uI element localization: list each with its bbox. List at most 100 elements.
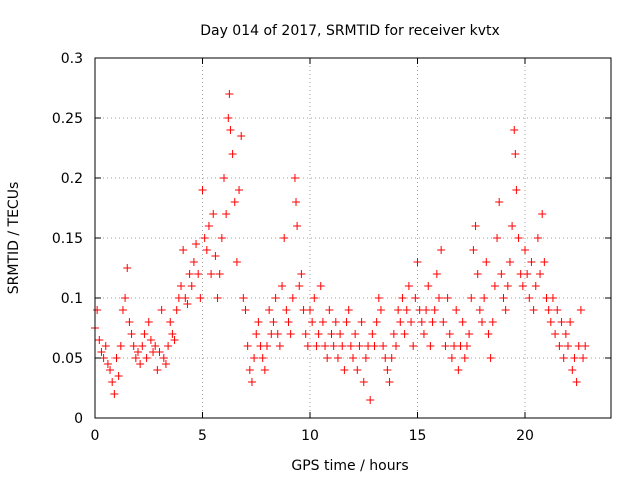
data-point-marker	[383, 366, 392, 374]
data-point-marker	[153, 366, 162, 374]
y-axis-ticks: 0 0.05 0.1 0.15 0.2 0.25 0.3	[52, 51, 611, 427]
data-point-marker	[103, 360, 112, 368]
data-point-marker	[435, 294, 443, 302]
data-point-marker	[211, 252, 220, 260]
data-point-marker	[303, 342, 312, 350]
data-point-marker	[495, 198, 504, 206]
data-point-marker	[252, 330, 261, 338]
data-point-marker	[295, 282, 304, 290]
data-point-marker	[400, 330, 409, 338]
data-point-marker	[333, 354, 342, 362]
data-point-marker	[226, 126, 235, 134]
data-point-marker	[439, 318, 448, 326]
data-point-marker	[342, 318, 351, 326]
data-point-marker	[198, 186, 207, 194]
data-point-marker	[293, 222, 302, 230]
data-point-marker	[207, 270, 216, 278]
data-point-marker	[241, 306, 250, 314]
data-point-marker	[310, 294, 319, 302]
data-point-marker	[301, 330, 310, 338]
data-point-marker	[263, 342, 271, 350]
data-point-marker	[312, 342, 321, 350]
data-point-marker	[129, 342, 138, 350]
data-point-marker	[523, 270, 532, 278]
data-point-marker	[273, 330, 282, 338]
data-point-marker	[540, 258, 549, 266]
data-point-marker	[473, 270, 482, 278]
data-point-marker	[344, 306, 353, 314]
data-point-marker	[245, 366, 254, 374]
data-point-marker	[164, 342, 173, 350]
data-point-marker	[355, 342, 364, 350]
data-point-marker	[202, 246, 211, 254]
data-point-marker	[290, 174, 299, 182]
data-point-marker	[529, 306, 538, 314]
data-point-marker	[417, 318, 426, 326]
data-point-marker	[177, 282, 185, 290]
data-point-marker	[469, 246, 478, 254]
data-point-marker	[555, 342, 564, 350]
data-point-marker	[142, 354, 151, 362]
data-point-marker	[392, 342, 400, 350]
data-point-marker	[548, 294, 557, 302]
data-point-marker	[503, 282, 512, 290]
data-point-marker	[151, 342, 160, 350]
data-point-marker	[430, 306, 439, 314]
data-point-marker	[155, 348, 164, 356]
data-point-marker	[316, 282, 325, 290]
data-point-marker	[93, 306, 102, 314]
data-point-marker	[170, 336, 179, 344]
data-point-marker	[564, 342, 572, 350]
data-point-marker	[288, 294, 297, 302]
data-point-marker	[331, 318, 340, 326]
data-point-marker	[134, 348, 142, 356]
data-point-marker	[181, 294, 190, 302]
data-point-marker	[374, 294, 383, 302]
data-point-marker	[426, 342, 435, 350]
data-point-marker	[220, 174, 228, 182]
data-point-marker	[404, 282, 413, 290]
data-point-marker	[157, 306, 166, 314]
data-point-marker	[533, 234, 542, 242]
data-point-marker	[284, 318, 293, 326]
data-point-marker	[490, 282, 499, 290]
data-point-marker	[110, 390, 119, 398]
y-tick-label: 0.05	[52, 351, 83, 367]
data-point-marker	[411, 294, 420, 302]
data-point-marker	[327, 330, 336, 338]
data-point-marker	[497, 270, 506, 278]
data-point-marker	[106, 366, 115, 374]
data-point-marker	[247, 378, 256, 386]
data-point-marker	[340, 366, 349, 374]
data-point-marker	[349, 354, 357, 362]
data-point-marker	[192, 240, 201, 248]
data-point-marker	[275, 342, 284, 350]
data-point-marker	[579, 354, 588, 362]
data-point-marker	[196, 294, 205, 302]
data-point-marker	[512, 186, 521, 194]
data-point-marker	[581, 342, 590, 350]
data-point-marker	[576, 306, 585, 314]
data-point-marker	[260, 366, 269, 374]
data-point-marker	[280, 234, 289, 242]
data-point-marker	[387, 354, 396, 362]
data-point-marker	[230, 198, 239, 206]
data-point-marker	[536, 270, 545, 278]
data-point-marker	[318, 318, 327, 326]
data-point-marker	[488, 318, 497, 326]
data-point-marker	[166, 318, 175, 326]
data-point-marker	[376, 306, 385, 314]
chart-title: Day 014 of 2017, SRMTID for receiver kvt…	[200, 23, 500, 39]
data-point-marker	[225, 90, 234, 98]
data-point-marker	[398, 294, 407, 302]
data-point-marker	[217, 234, 226, 242]
data-point-marker	[265, 306, 274, 314]
data-point-marker	[235, 186, 244, 194]
x-tick-label: 15	[409, 428, 427, 444]
data-point-marker	[179, 246, 188, 254]
data-point-marker	[359, 378, 368, 386]
data-point-marker	[250, 354, 259, 362]
data-point-marker	[366, 396, 375, 404]
data-point-marker	[486, 354, 495, 362]
